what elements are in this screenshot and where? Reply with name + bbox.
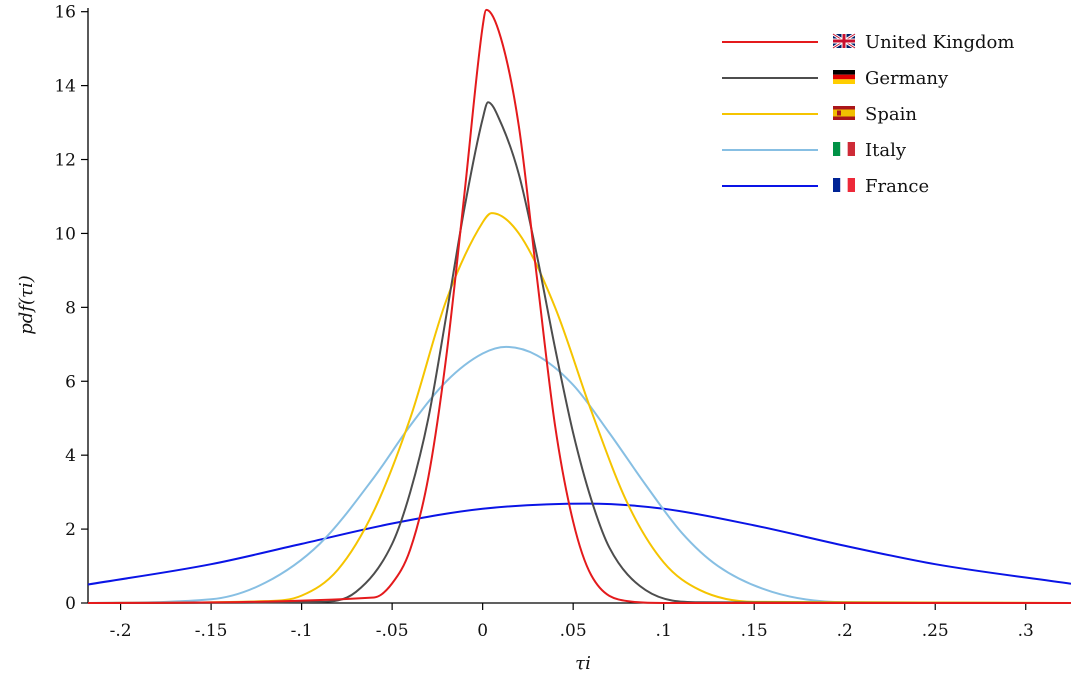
series-lines <box>87 8 1071 605</box>
x-tick-label: -.2 <box>110 621 132 641</box>
x-tick-label: .05 <box>560 621 587 641</box>
y-tick-label: 16 <box>54 3 76 23</box>
x-tick-label: -.05 <box>376 621 409 641</box>
legend-item-france: France <box>722 176 929 197</box>
x-tick-label: 0 <box>477 621 488 641</box>
legend-item-germany: Germany <box>722 68 949 89</box>
x-tick-label: .25 <box>922 621 949 641</box>
uk-flag-icon <box>832 32 856 50</box>
series-line-germany <box>87 101 1071 604</box>
y-tick-label: 10 <box>54 224 76 244</box>
y-tick-label: 2 <box>65 520 76 540</box>
legend-item-united-kingdom: United Kingdom <box>722 32 1014 53</box>
x-axis-title: τi <box>575 653 591 674</box>
axes <box>87 8 1071 604</box>
series-line-united-kingdom <box>87 8 1071 605</box>
y-tick-label: 0 <box>65 594 76 614</box>
x-tick-label: .1 <box>656 621 672 641</box>
legend-label: United Kingdom <box>865 32 1014 53</box>
series-line-france <box>87 502 1071 586</box>
legend-label: France <box>865 176 929 197</box>
x-tick-label: -.1 <box>291 621 313 641</box>
ticks: -.2 -.15 -.1 -.05 0 .05 .1 .15 .2 .25 .3 0 2 4 6 8 10 12 1… <box>54 3 1034 641</box>
series-line-italy <box>87 345 1071 604</box>
y-tick-label: 8 <box>65 298 76 318</box>
spain-flag-icon <box>833 106 855 120</box>
legend-item-spain: Spain <box>722 104 917 125</box>
legend-item-italy: Italy <box>722 140 907 161</box>
x-tick-label: -.15 <box>195 621 228 641</box>
x-tick-label: .2 <box>837 621 853 641</box>
france-flag-icon <box>833 178 855 192</box>
legend-label: Italy <box>865 140 907 161</box>
y-tick-label: 12 <box>54 151 76 171</box>
x-tick-label: .15 <box>741 621 768 641</box>
y-tick-label: 14 <box>54 77 76 97</box>
y-tick-label: 4 <box>65 446 76 466</box>
legend: United Kingdom Germany Spain Italy France <box>722 32 1014 197</box>
series-line-spain <box>87 212 1071 604</box>
y-tick-label: 6 <box>65 372 76 392</box>
legend-label: Spain <box>865 104 917 125</box>
legend-label: Germany <box>865 68 949 89</box>
germany-flag-icon <box>833 70 855 84</box>
y-axis-title: pdf(τi) <box>16 275 37 334</box>
x-tick-label: .3 <box>1018 621 1034 641</box>
italy-flag-icon <box>833 142 855 156</box>
